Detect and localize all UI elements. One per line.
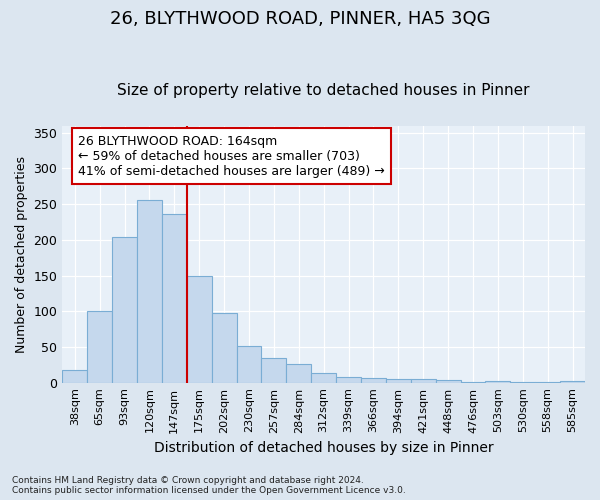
Bar [361, 378, 386, 382]
Y-axis label: Number of detached properties: Number of detached properties [15, 156, 28, 352]
Bar [87, 312, 112, 382]
Bar [311, 372, 336, 382]
Bar [411, 379, 436, 382]
Title: Size of property relative to detached houses in Pinner: Size of property relative to detached ho… [118, 83, 530, 98]
Bar [162, 214, 187, 382]
Bar [386, 379, 411, 382]
Bar [212, 314, 236, 382]
Bar [436, 380, 461, 382]
Bar [62, 370, 87, 382]
Bar [137, 200, 162, 382]
Bar [112, 237, 137, 382]
Bar [187, 276, 212, 382]
Text: 26 BLYTHWOOD ROAD: 164sqm
← 59% of detached houses are smaller (703)
41% of semi: 26 BLYTHWOOD ROAD: 164sqm ← 59% of detac… [78, 134, 385, 178]
Bar [236, 346, 262, 383]
Bar [262, 358, 286, 382]
Text: Contains HM Land Registry data © Crown copyright and database right 2024.
Contai: Contains HM Land Registry data © Crown c… [12, 476, 406, 495]
X-axis label: Distribution of detached houses by size in Pinner: Distribution of detached houses by size … [154, 441, 493, 455]
Text: 26, BLYTHWOOD ROAD, PINNER, HA5 3QG: 26, BLYTHWOOD ROAD, PINNER, HA5 3QG [110, 10, 490, 28]
Bar [286, 364, 311, 382]
Bar [336, 377, 361, 382]
